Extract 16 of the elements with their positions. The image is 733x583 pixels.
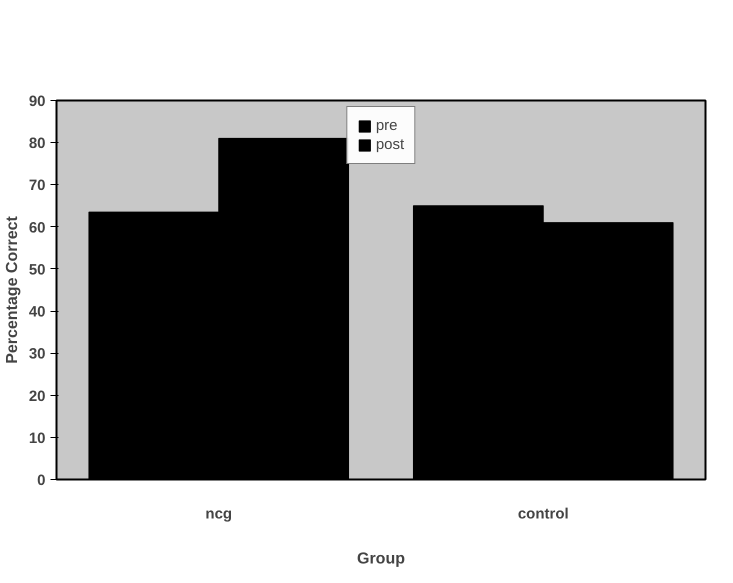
y-tick-label: 20 [28, 388, 46, 405]
y-tick-label: 80 [28, 135, 46, 152]
y-tick-label: 40 [28, 304, 46, 321]
y-tick-label: 50 [28, 261, 46, 278]
y-tick-label: 10 [28, 430, 46, 447]
x-axis-title: Group [357, 550, 406, 568]
y-tick-label: 90 [28, 93, 46, 110]
y-tick-label: 0 [37, 472, 46, 489]
legend-label: pre [376, 117, 398, 134]
y-axis-title: Percentage Correct [4, 216, 21, 364]
legend-label: post [376, 136, 404, 153]
x-tick-label: ncg [205, 506, 232, 522]
y-tick-label: 30 [28, 346, 46, 363]
y-tick-label: 70 [28, 177, 46, 194]
x-tick-label: control [518, 506, 569, 522]
y-tick-label: 60 [28, 219, 46, 236]
